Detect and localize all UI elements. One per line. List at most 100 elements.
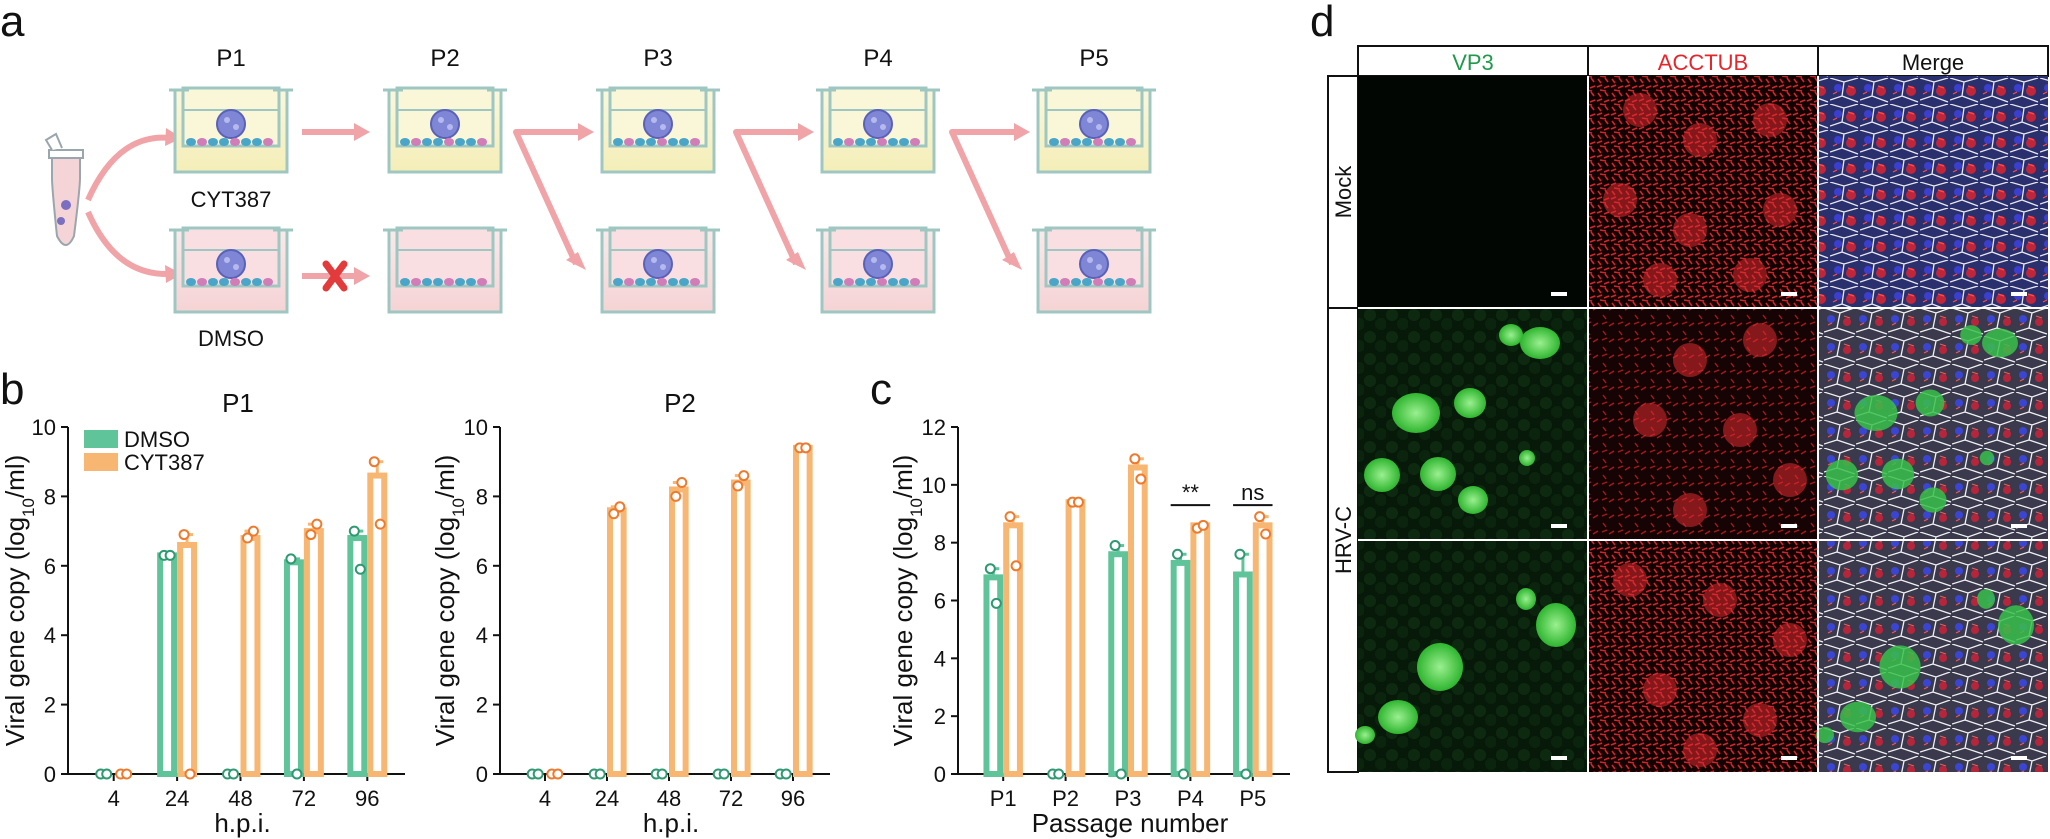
- y-tick-label: 8: [476, 484, 488, 509]
- scale-bar: [1551, 292, 1567, 296]
- acctub-cluster: [1673, 493, 1707, 527]
- epithelial-cell: [400, 138, 410, 146]
- epithelial-cell: [455, 138, 465, 146]
- arrowhead: [1014, 123, 1030, 141]
- y-axis-label: Viral gene copy (log10/ml): [888, 455, 926, 747]
- acctub-cluster: [1743, 323, 1777, 357]
- row-label-mock: Mock: [1331, 165, 1356, 219]
- panel-letter-c: c: [870, 365, 892, 414]
- epithelial-cell: [1104, 278, 1114, 286]
- epithelial-cell: [624, 278, 634, 286]
- vp3-positive-cell: [1364, 458, 1400, 492]
- epithelial-cell: [866, 138, 876, 146]
- bar-dmso: [1170, 559, 1191, 777]
- bar-cyt387: [303, 528, 324, 777]
- row-box-mock: [1327, 75, 1359, 309]
- virus-particle: [430, 109, 460, 139]
- data-point-dmso: [780, 768, 792, 780]
- y-axis-label: Viral gene copy (log10/ml): [430, 455, 468, 747]
- panel-letter-a: a: [0, 0, 25, 46]
- y-tick-label: 4: [934, 646, 946, 671]
- virus-texture: [447, 124, 453, 130]
- acctub-cluster: [1683, 733, 1717, 767]
- arrowhead: [798, 123, 814, 141]
- data-point-cyt387: [738, 470, 750, 482]
- epithelial-cell: [197, 138, 207, 146]
- epithelial-cell: [1115, 138, 1125, 146]
- acctub-cluster: [1623, 93, 1657, 127]
- epithelial-cell: [433, 138, 443, 146]
- epithelial-cell: [910, 138, 920, 146]
- bar-dmso: [1233, 571, 1253, 777]
- y-tick-label: 4: [44, 623, 56, 648]
- epithelial-cell: [668, 278, 678, 286]
- bar-cyt387: [1252, 522, 1273, 777]
- scale-bar: [1551, 524, 1567, 528]
- y-tick-label: 2: [44, 693, 56, 718]
- acctub-cluster: [1703, 583, 1737, 617]
- well-dmso-p4: [816, 226, 940, 314]
- branch-line: [949, 129, 1015, 266]
- epithelial-cell: [433, 278, 443, 286]
- image-mock-vp3: [1358, 76, 1588, 308]
- epithelial-cell: [877, 138, 887, 146]
- epithelial-cell: [411, 138, 421, 146]
- data-point-dmso: [1234, 548, 1246, 560]
- virus-particle: [863, 109, 893, 139]
- virus-particle: [643, 109, 673, 139]
- virus-particle: [643, 249, 673, 279]
- data-point-dmso: [656, 768, 668, 780]
- epithelial-cell: [1093, 278, 1103, 286]
- data-point-cyt387: [614, 501, 626, 513]
- arrowhead: [566, 252, 586, 270]
- epithelial-cell: [866, 278, 876, 286]
- epithelial-cell: [466, 278, 476, 286]
- y-tick-label: 12: [922, 415, 946, 440]
- epithelial-cell: [241, 138, 251, 146]
- merge-green-cell: [1854, 395, 1898, 431]
- epithelial-cell: [1093, 138, 1103, 146]
- branch-line: [733, 129, 799, 266]
- x-tick-label: 48: [228, 786, 252, 811]
- significance-label: **: [1182, 480, 1200, 505]
- significance-label: ns: [1241, 480, 1264, 505]
- epithelial-cell: [1082, 278, 1092, 286]
- data-point-dmso: [1115, 768, 1127, 780]
- virus-texture: [233, 264, 239, 270]
- well-dmso-p5: [1032, 226, 1156, 314]
- data-point-dmso: [1172, 548, 1184, 560]
- y-tick-label: 8: [934, 531, 946, 556]
- acctub-cluster: [1683, 123, 1717, 157]
- bar-cyt387: [669, 486, 689, 777]
- x-tick-label: 96: [355, 786, 379, 811]
- x-axis-label: h.p.i.: [214, 808, 270, 838]
- virus-particle: [216, 109, 246, 139]
- merge-green-cell: [1982, 328, 2018, 358]
- epithelial-cell: [877, 278, 887, 286]
- data-point-dmso: [348, 525, 360, 537]
- tube-body: [51, 153, 81, 246]
- acctub-cluster: [1763, 193, 1797, 227]
- data-point-dmso: [1240, 768, 1252, 780]
- virus-texture: [880, 124, 886, 130]
- vp3-positive-cell: [1417, 643, 1463, 691]
- acctub-cluster: [1643, 263, 1677, 297]
- x-tick-label: P4: [1177, 786, 1204, 811]
- virus-texture: [224, 257, 230, 263]
- tube-rim: [48, 149, 84, 159]
- scale-bar: [1781, 756, 1797, 760]
- column-header-merge: Merge: [1902, 50, 1964, 75]
- x-tick-label: 4: [539, 786, 551, 811]
- data-point-cyt387: [1004, 511, 1016, 523]
- data-point-cyt387: [184, 768, 196, 780]
- acctub-cluster: [1643, 673, 1677, 707]
- epithelial-cell: [613, 278, 623, 286]
- epithelial-cell: [252, 138, 262, 146]
- branch-arrow-3: [733, 123, 814, 270]
- vp3-positive-cell: [1458, 486, 1488, 514]
- data-point-cyt387: [732, 480, 744, 492]
- epithelial-cell: [624, 138, 634, 146]
- scale-bars: [1551, 292, 2027, 760]
